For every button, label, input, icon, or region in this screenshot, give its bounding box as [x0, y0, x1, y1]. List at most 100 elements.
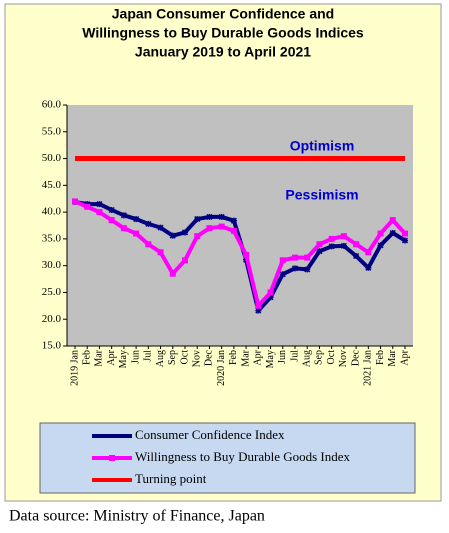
y-tick-label: 40.0 [42, 206, 62, 218]
x-tick-label: Aug [302, 350, 313, 367]
marker [402, 230, 408, 237]
x-tick-label: Jun [130, 350, 141, 364]
marker [206, 225, 213, 232]
x-tick-label: Dec [204, 349, 215, 366]
y-tick-label: 50.0 [42, 152, 62, 164]
x-tick-label: May [118, 350, 129, 368]
marker [316, 248, 323, 255]
marker [145, 241, 152, 248]
marker [157, 249, 164, 256]
y-tick-label: 30.0 [42, 259, 62, 271]
marker [133, 216, 140, 223]
marker [389, 217, 396, 224]
legend-marker [109, 455, 115, 461]
marker [120, 225, 127, 232]
legend-label: Consumer Confidence Index [135, 427, 285, 442]
marker [96, 201, 103, 208]
chart-title: Japan Consumer Confidence and [112, 6, 334, 22]
marker [169, 270, 176, 277]
marker [304, 254, 311, 261]
x-tick-label: Apr [106, 349, 117, 365]
marker [328, 235, 335, 242]
x-tick-label: Mar [240, 349, 251, 366]
marker [206, 213, 213, 220]
marker [181, 229, 189, 236]
y-tick-label: 35.0 [42, 232, 62, 244]
marker [84, 203, 91, 210]
x-tick-label: Aug [155, 350, 166, 367]
x-tick-label: Feb [375, 350, 386, 365]
marker [377, 230, 384, 237]
marker [340, 233, 347, 240]
marker [401, 237, 409, 244]
annotation: Optimism [290, 138, 355, 154]
annotation: Pessimism [285, 187, 358, 203]
chart-title: January 2019 to April 2021 [135, 44, 311, 60]
marker [304, 266, 311, 273]
marker [255, 307, 262, 314]
x-tick-label: May [265, 350, 276, 368]
x-tick-label: Mar [387, 349, 398, 366]
marker [96, 209, 103, 216]
chart-title: Willingness to Buy Durable Goods Indices [82, 25, 364, 41]
marker [169, 232, 176, 239]
x-tick-label: 2019 Jan [69, 350, 80, 386]
y-tick-label: 15.0 [42, 340, 62, 352]
marker [353, 252, 360, 260]
source-note: Data source: Ministry of Finance, Japan [9, 508, 265, 525]
y-tick-label: 60.0 [42, 99, 62, 111]
x-tick-label: Sep [167, 350, 178, 365]
marker [291, 265, 299, 272]
x-tick-label: Jul [143, 350, 154, 362]
x-tick-label: Sep [314, 350, 325, 365]
y-tick-label: 55.0 [42, 125, 62, 137]
marker [108, 206, 115, 213]
y-tick-label: 45.0 [42, 179, 62, 191]
marker [328, 243, 335, 250]
marker [194, 216, 201, 223]
marker [194, 233, 201, 240]
marker [108, 217, 115, 224]
y-tick-label: 20.0 [42, 313, 62, 325]
x-tick-label: Nov [338, 350, 349, 367]
marker [279, 271, 286, 278]
x-tick-label: 2021 Jan [363, 350, 374, 386]
x-tick-label: Feb [82, 350, 93, 365]
marker [145, 220, 152, 227]
marker [182, 257, 188, 264]
x-tick-label: Apr [399, 349, 410, 365]
marker [218, 223, 225, 230]
x-tick-label: 2020 Jan [216, 350, 227, 386]
marker [292, 254, 298, 261]
legend-label: Turning point [135, 471, 207, 486]
x-tick-label: Oct [179, 350, 190, 365]
x-tick-label: Dec [350, 349, 361, 366]
marker [230, 217, 237, 224]
marker [255, 302, 262, 309]
legend-label: Willingness to Buy Durable Goods Index [135, 449, 351, 464]
marker [365, 264, 372, 271]
x-tick-label: Nov [192, 350, 203, 367]
marker [279, 257, 286, 264]
marker [316, 241, 323, 248]
marker [230, 227, 237, 234]
x-tick-label: Jun [277, 350, 288, 364]
marker [133, 230, 140, 237]
x-tick-label: Apr [253, 349, 264, 365]
x-tick-label: Oct [326, 350, 337, 365]
marker [389, 229, 396, 237]
marker [218, 213, 225, 220]
marker [267, 289, 274, 296]
marker [72, 198, 78, 205]
x-tick-label: Mar [94, 349, 105, 366]
marker [120, 212, 127, 219]
marker [243, 251, 250, 258]
y-tick-label: 25.0 [42, 286, 62, 298]
series-line [74, 199, 407, 308]
marker [340, 242, 347, 249]
marker [353, 241, 360, 248]
marker [267, 294, 274, 301]
marker [365, 249, 372, 256]
x-tick-label: Feb [228, 350, 239, 365]
